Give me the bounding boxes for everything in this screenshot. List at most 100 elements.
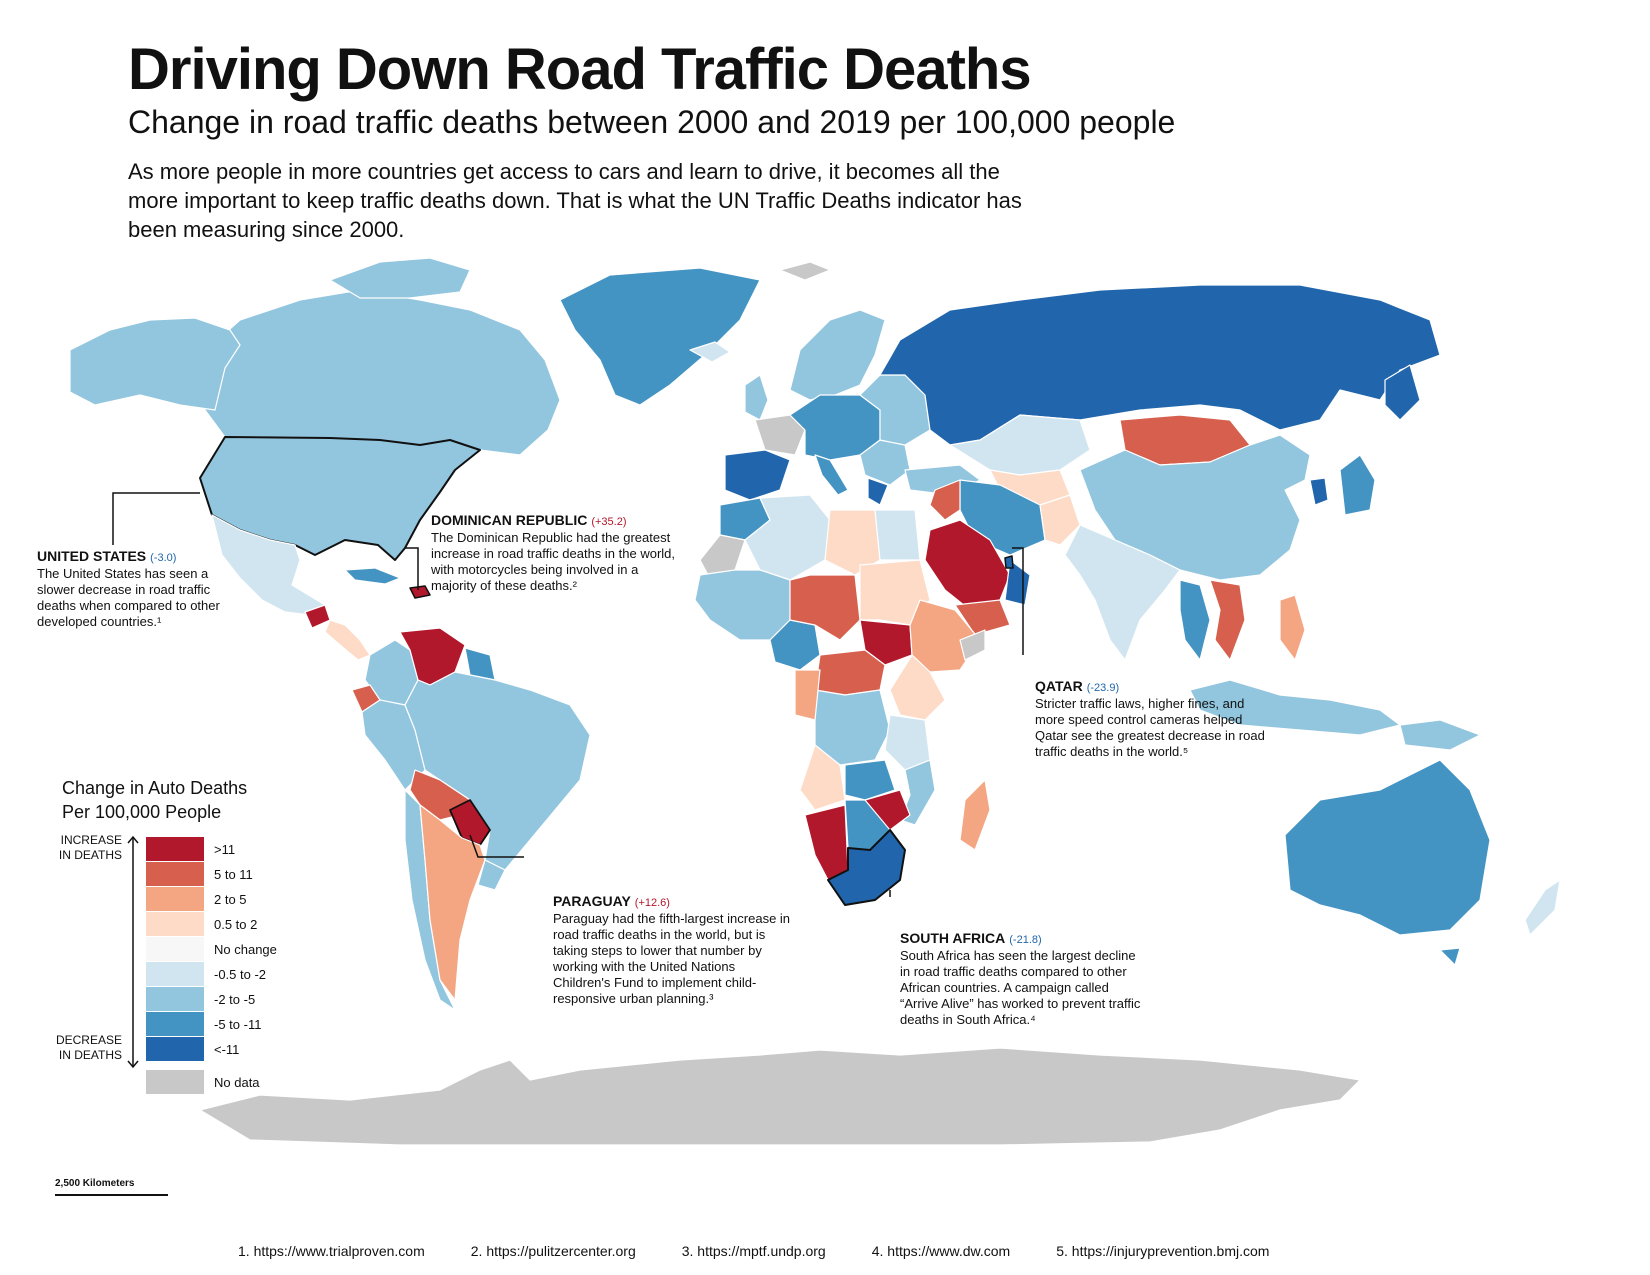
legend-row: No data: [146, 1070, 260, 1094]
legend-title: Change in Auto Deaths Per 100,000 People: [62, 776, 247, 824]
legend-swatch: [146, 862, 204, 886]
map-title: Driving Down Road Traffic Deaths: [128, 37, 1032, 102]
legend-label: -0.5 to -2: [214, 966, 267, 982]
region-paraguay: [449, 799, 491, 846]
region-australia: [1284, 759, 1491, 936]
region-ethiopia: [909, 599, 981, 673]
region-uruguay: [477, 859, 506, 891]
legend-swatch: [146, 962, 204, 986]
callout-south-africa: SOUTH AFRICA (-21.8) South Africa has see…: [900, 930, 1145, 1028]
legend-row: No change: [146, 937, 277, 961]
legend-row: -0.5 to -2: [146, 962, 266, 986]
region-france: [754, 414, 806, 456]
legend-label: -2 to -5: [214, 991, 256, 1007]
legend-label: >11: [214, 841, 236, 857]
region-yemen: [954, 599, 1011, 636]
region-argentina: [419, 804, 486, 1001]
legend-label: No data: [214, 1074, 260, 1090]
increase-line1: INCREASE: [60, 833, 122, 847]
callout-text: South Africa has seen the largest declin…: [900, 948, 1141, 1027]
region-south-africa: [827, 829, 906, 906]
region-greenland: [559, 267, 761, 406]
callout-name: UNITED STATES: [37, 548, 147, 564]
region-namibia: [804, 804, 849, 881]
leader-dominican-republic: [405, 547, 419, 590]
region-iraq: [929, 479, 961, 521]
intro-paragraph: As more people in more countries get acc…: [128, 159, 1022, 242]
region-korea: [1309, 477, 1329, 506]
legend-row: 2 to 5: [146, 887, 247, 911]
region-japan: [1339, 454, 1376, 516]
region-alaska: [69, 317, 241, 411]
legend-swatch: [146, 1037, 204, 1061]
legend-row: -2 to -5: [146, 987, 255, 1011]
decrease-line2: IN DEATHS: [58, 1048, 122, 1062]
callout-value: (-3.0): [150, 552, 177, 564]
callout-value: (-23.9): [1086, 682, 1120, 694]
region-dominican-republic: [409, 585, 431, 599]
legend-row: 0.5 to 2: [146, 912, 257, 936]
source-2[interactable]: 2. https://pulitzercenter.org: [470, 1243, 636, 1259]
legend-swatch: [146, 837, 204, 861]
region-madagascar: [959, 779, 991, 851]
region-cuba: [344, 567, 401, 585]
scale-label: 2,500 Kilometers: [55, 1178, 135, 1189]
region-papua-new-guinea: [1399, 719, 1481, 751]
region-egypt: [874, 509, 921, 561]
source-1[interactable]: 1. https://www.trialproven.com: [238, 1243, 425, 1259]
legend-label: No change: [214, 941, 277, 957]
region-italy: [814, 454, 849, 496]
legend-increase-label: INCREASE IN DEATHS: [42, 833, 122, 863]
region-iceland: [689, 341, 731, 363]
region-new-zealand: [1524, 879, 1561, 936]
legend-row: >11: [146, 837, 235, 861]
legend-title-line2: Per 100,000 People: [62, 802, 222, 822]
callout-text: Paraguay had the fifth-largest increase …: [553, 911, 791, 1006]
legend-label: 5 to 11: [214, 866, 253, 882]
source-4[interactable]: 4. https://www.dw.com: [871, 1243, 1011, 1259]
legend-swatch: [146, 987, 204, 1011]
legend-label: 2 to 5: [214, 891, 247, 907]
callout-name: SOUTH AFRICA: [900, 930, 1006, 946]
region-svalbard: [779, 261, 831, 281]
callout-text: The United States has seen a slower decr…: [37, 566, 220, 629]
region-angola: [799, 744, 846, 811]
region-chad: [789, 574, 861, 641]
region-arctic-islands: [329, 257, 471, 299]
source-5[interactable]: 5. https://injuryprevention.bmj.com: [1056, 1243, 1270, 1259]
region-vietnam: [1209, 579, 1246, 661]
region-qatar: [1004, 555, 1014, 569]
legend-swatch: [146, 937, 204, 961]
sources: 1. https://www.trialproven.com 2. https:…: [238, 1243, 1269, 1259]
region-brazil: [404, 671, 591, 871]
callout-qatar: QATAR (-23.9) Stricter traffic laws, high…: [1035, 678, 1265, 760]
region-zimbabwe: [864, 789, 911, 831]
region-somalia: [959, 629, 986, 661]
legend-row: <-11: [146, 1037, 239, 1061]
region-iberia: [724, 449, 791, 501]
region-uk: [744, 374, 769, 421]
region-afghanistan: [1039, 494, 1081, 546]
callout-value: (+35.2): [591, 516, 627, 528]
region-western-sahara: [699, 534, 746, 576]
legend-row: 5 to 11: [146, 862, 253, 886]
callout-name: PARAGUAY: [553, 893, 631, 909]
callout-text: The Dominican Republic had the greatest …: [431, 530, 676, 593]
legend-row: -5 to -11: [146, 1012, 261, 1036]
region-greece: [867, 477, 889, 506]
callout-value: (-21.8): [1009, 934, 1042, 946]
source-3[interactable]: 3. https://mptf.undp.org: [681, 1243, 826, 1259]
callout-united-states: UNITED STATES (-3.0) The United States ha…: [37, 548, 232, 630]
leader-paraguay: [469, 834, 524, 858]
leader-united-states: [112, 492, 200, 545]
region-antarctica: [199, 1047, 1361, 1146]
region-india: [1064, 524, 1181, 661]
legend-swatch: [146, 1070, 204, 1094]
map-subtitle: Change in road traffic deaths between 20…: [128, 104, 1176, 140]
legend-label: -5 to -11: [214, 1016, 262, 1032]
decrease-line1: DECREASE: [55, 1033, 122, 1047]
region-kamchatka: [1384, 364, 1421, 421]
callout-name: QATAR: [1035, 678, 1083, 694]
region-zambia: [844, 759, 896, 801]
